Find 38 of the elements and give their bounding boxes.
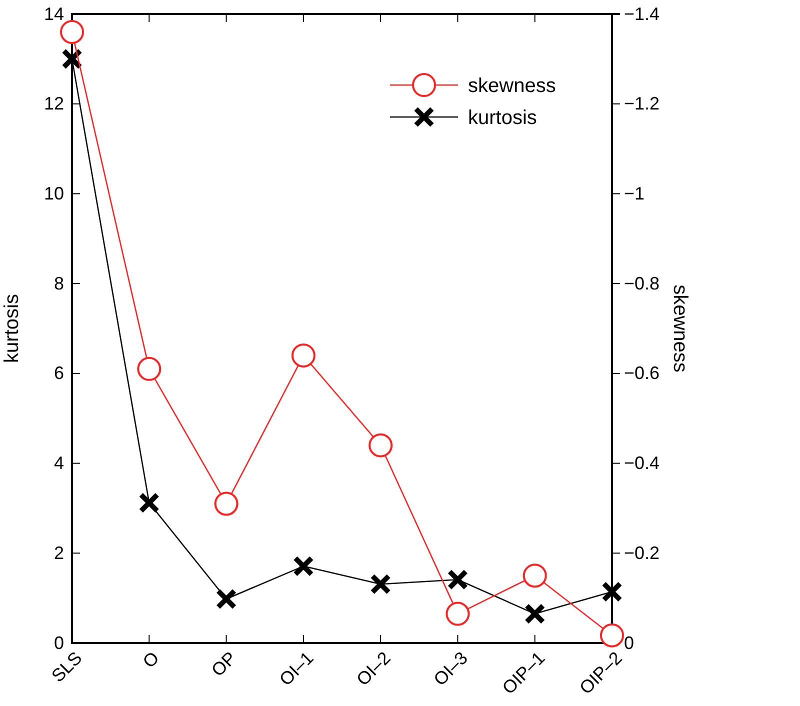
y-tick-label: 0 bbox=[54, 632, 64, 653]
point bbox=[447, 569, 468, 590]
y2-tick-label: −0.2 bbox=[624, 542, 660, 563]
point bbox=[60, 20, 84, 44]
point bbox=[370, 574, 392, 595]
y-tick-label: 6 bbox=[54, 363, 64, 384]
y-tick-label: 8 bbox=[54, 273, 64, 294]
y-tick-label: 4 bbox=[54, 453, 64, 474]
point bbox=[522, 564, 547, 588]
point bbox=[216, 588, 237, 610]
legend-label: kurtosis bbox=[468, 107, 537, 129]
point bbox=[292, 556, 314, 577]
y2-tick-label: −1.4 bbox=[624, 4, 660, 24]
y2-tick-label: −0.4 bbox=[624, 453, 660, 474]
point bbox=[137, 356, 162, 381]
x-tick-label: OP bbox=[208, 648, 240, 680]
y2-tick-label: −0.8 bbox=[624, 273, 660, 294]
point bbox=[62, 48, 82, 70]
x-tick-label: O bbox=[138, 648, 163, 672]
point bbox=[214, 492, 238, 516]
y-tick-label: 12 bbox=[44, 94, 64, 114]
y2-tick-label: 0 bbox=[624, 632, 634, 653]
y-tick-label: 2 bbox=[54, 542, 64, 563]
y-tick-label: 14 bbox=[44, 4, 64, 24]
y2-tick-label: −0.6 bbox=[624, 363, 660, 384]
point bbox=[291, 343, 316, 368]
y-axis-title: kurtosis bbox=[1, 294, 23, 363]
y2-tick-label: −1 bbox=[624, 183, 645, 204]
point bbox=[602, 581, 622, 602]
point bbox=[524, 603, 546, 624]
point bbox=[446, 602, 470, 626]
point bbox=[138, 492, 160, 514]
y2-axis-title: skewness bbox=[669, 284, 691, 372]
point bbox=[600, 623, 624, 648]
legend-label: skewness bbox=[468, 75, 556, 97]
point bbox=[368, 433, 393, 458]
y2-tick-label: −1.2 bbox=[624, 94, 660, 114]
y-tick-label: 10 bbox=[44, 183, 64, 204]
